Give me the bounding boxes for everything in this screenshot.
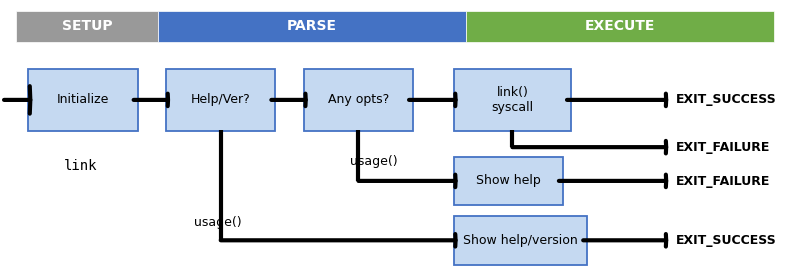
Text: link()
syscall: link() syscall [491,86,534,114]
FancyBboxPatch shape [454,216,587,265]
Bar [158,11,466,42]
Text: Show help/version: Show help/version [463,234,578,247]
Text: EXECUTE: EXECUTE [585,19,654,33]
FancyBboxPatch shape [28,69,138,131]
Text: Show help: Show help [476,174,540,187]
Text: Initialize: Initialize [57,93,109,106]
FancyBboxPatch shape [454,157,563,205]
Text: EXIT_FAILURE: EXIT_FAILURE [676,175,771,188]
Text: Help/Ver?: Help/Ver? [191,93,250,106]
Bar [16,11,158,42]
FancyBboxPatch shape [304,69,413,131]
Text: EXIT_SUCCESS: EXIT_SUCCESS [676,93,777,106]
Text: SETUP: SETUP [62,19,113,33]
FancyBboxPatch shape [454,69,571,131]
Text: link: link [64,159,98,173]
Text: EXIT_SUCCESS: EXIT_SUCCESS [676,234,777,247]
Text: usage(): usage() [194,216,242,229]
Text: EXIT_FAILURE: EXIT_FAILURE [676,141,771,154]
Bar [466,11,774,42]
Text: usage(): usage() [350,156,398,168]
Text: PARSE: PARSE [287,19,337,33]
FancyBboxPatch shape [166,69,275,131]
Text: Any opts?: Any opts? [328,93,389,106]
